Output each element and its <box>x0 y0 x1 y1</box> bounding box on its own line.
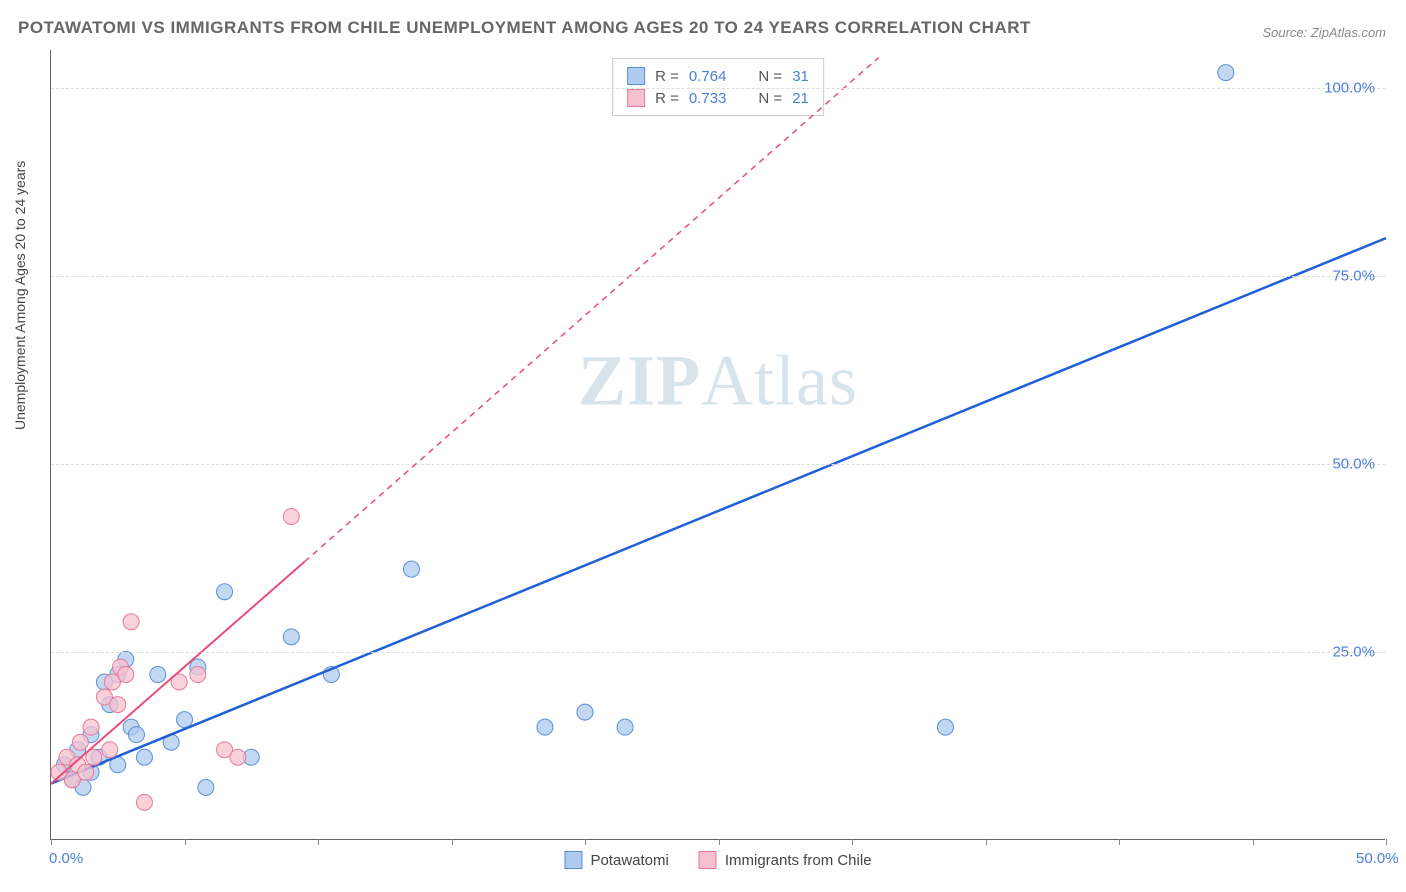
data-point <box>198 779 214 795</box>
data-point <box>937 719 953 735</box>
gridline-horizontal <box>51 652 1385 653</box>
x-tick-mark <box>1119 839 1120 845</box>
data-point <box>136 749 152 765</box>
scatter-svg <box>51 50 1385 839</box>
data-point <box>537 719 553 735</box>
x-tick-mark <box>986 839 987 845</box>
data-point <box>136 794 152 810</box>
data-point <box>577 704 593 720</box>
x-tick-mark <box>1253 839 1254 845</box>
data-point <box>118 666 134 682</box>
data-point <box>128 727 144 743</box>
x-tick-mark <box>318 839 319 845</box>
regression-line <box>51 238 1386 783</box>
data-point <box>230 749 246 765</box>
data-point <box>190 666 206 682</box>
gridline-horizontal <box>51 88 1385 89</box>
source-label: Source: ZipAtlas.com <box>1262 25 1386 40</box>
data-point <box>83 719 99 735</box>
data-point <box>110 697 126 713</box>
data-point <box>283 508 299 524</box>
data-point <box>102 742 118 758</box>
x-tick-mark <box>585 839 586 845</box>
x-tick-label: 0.0% <box>49 850 83 867</box>
data-point <box>617 719 633 735</box>
data-point <box>72 734 88 750</box>
data-point <box>217 584 233 600</box>
regression-line-solid <box>51 562 305 784</box>
x-tick-mark <box>51 839 52 845</box>
x-tick-mark <box>185 839 186 845</box>
gridline-horizontal <box>51 276 1385 277</box>
y-axis-label: Unemployment Among Ages 20 to 24 years <box>12 161 28 430</box>
y-tick-label: 25.0% <box>1332 643 1375 660</box>
y-tick-label: 50.0% <box>1332 455 1375 472</box>
legend-label: Potawatomi <box>590 852 668 869</box>
chart-title: POTAWATOMI VS IMMIGRANTS FROM CHILE UNEM… <box>18 18 1031 38</box>
x-tick-mark <box>852 839 853 845</box>
data-point <box>283 629 299 645</box>
x-tick-label: 50.0% <box>1356 850 1399 867</box>
regression-line-dashed <box>305 58 879 562</box>
x-tick-mark <box>452 839 453 845</box>
gridline-horizontal <box>51 464 1385 465</box>
chart-plot-area: ZIPAtlas R = 0.764N = 31R = 0.733N = 21 … <box>50 50 1385 840</box>
data-point <box>123 614 139 630</box>
x-tick-mark <box>719 839 720 845</box>
legend-label: Immigrants from Chile <box>725 852 872 869</box>
data-point <box>78 764 94 780</box>
series-legend: Potawatomi Immigrants from Chile <box>564 851 871 869</box>
data-point <box>150 666 166 682</box>
legend-item: Potawatomi <box>564 851 668 869</box>
data-point <box>177 712 193 728</box>
x-tick-mark <box>1386 839 1387 845</box>
legend-swatch <box>564 851 582 869</box>
y-tick-label: 75.0% <box>1332 267 1375 284</box>
data-point <box>1218 65 1234 81</box>
legend-swatch <box>699 851 717 869</box>
y-tick-label: 100.0% <box>1324 79 1375 96</box>
legend-item: Immigrants from Chile <box>699 851 872 869</box>
data-point <box>403 561 419 577</box>
